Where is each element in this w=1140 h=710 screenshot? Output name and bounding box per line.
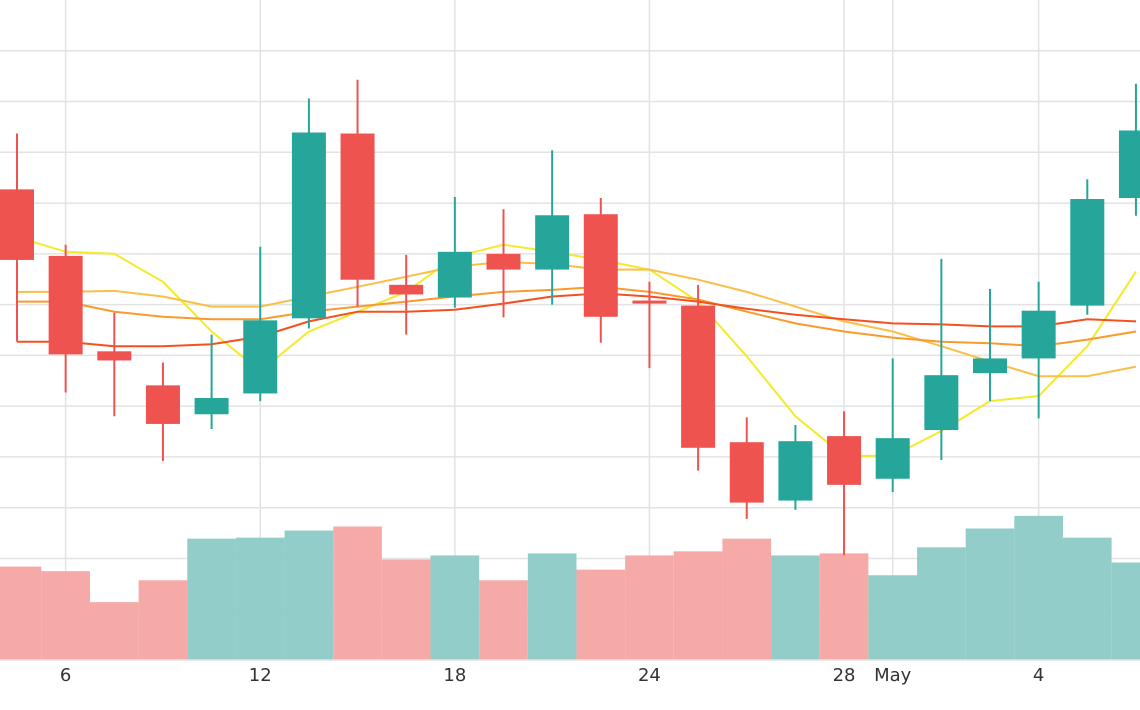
volume-bar bbox=[0, 566, 42, 660]
volume-bar bbox=[381, 559, 431, 660]
candle-body bbox=[1021, 310, 1056, 359]
volume-bar bbox=[625, 555, 674, 660]
volume-bar bbox=[89, 602, 139, 660]
moving-average-layer bbox=[16, 236, 1137, 457]
candle-body bbox=[437, 251, 472, 298]
candle-body bbox=[243, 320, 278, 394]
moving-average-line bbox=[17, 285, 1137, 348]
volume-bar bbox=[917, 547, 966, 660]
volume-bar bbox=[673, 551, 723, 660]
volume-bar bbox=[479, 580, 528, 660]
candle-body bbox=[583, 214, 618, 317]
candle-body bbox=[973, 358, 1007, 374]
volume-bar bbox=[722, 538, 772, 660]
volume-bar bbox=[430, 555, 480, 660]
moving-average-line bbox=[16, 236, 1137, 457]
candle-body bbox=[97, 351, 132, 361]
volume-bar bbox=[965, 528, 1015, 660]
volume-bar bbox=[138, 580, 188, 660]
volume-bar bbox=[527, 553, 577, 660]
x-axis: 6 12 18 24 28 May 4 bbox=[0, 659, 1140, 686]
x-tick-label: 6 bbox=[60, 665, 71, 686]
moving-average-line bbox=[17, 260, 1137, 378]
candle-body bbox=[632, 300, 667, 304]
x-tick-label: 24 bbox=[638, 665, 661, 686]
candle-body bbox=[729, 442, 764, 503]
volume-bar bbox=[868, 575, 918, 660]
candle-body bbox=[924, 375, 959, 431]
candle-layer bbox=[0, 79, 1140, 556]
candle-body bbox=[486, 253, 521, 270]
volume-bar bbox=[1014, 515, 1063, 660]
candle-body bbox=[389, 284, 424, 295]
candle-body bbox=[194, 398, 229, 415]
volume-bar bbox=[771, 555, 820, 660]
x-tick-label: 12 bbox=[249, 665, 272, 686]
volume-bar bbox=[333, 526, 382, 660]
x-tick-label: May bbox=[874, 665, 912, 686]
candle-body bbox=[48, 255, 83, 355]
x-tick-label: 18 bbox=[443, 665, 466, 686]
volume-bar bbox=[1062, 537, 1112, 660]
volume-bar bbox=[1111, 562, 1140, 660]
candle-body bbox=[1070, 199, 1105, 306]
candle-body bbox=[291, 132, 326, 319]
candle-body bbox=[145, 385, 180, 424]
candle-body bbox=[535, 215, 570, 270]
candle-body bbox=[1118, 130, 1140, 198]
candle-body bbox=[340, 133, 375, 280]
candle-body bbox=[778, 441, 813, 501]
volume-bar bbox=[187, 538, 236, 660]
candle-body bbox=[681, 305, 716, 448]
volume-bar bbox=[576, 569, 626, 660]
moving-average-line bbox=[17, 292, 1137, 348]
volume-bar bbox=[235, 537, 285, 660]
x-tick-label: 28 bbox=[833, 665, 856, 686]
x-tick-label: 4 bbox=[1033, 665, 1044, 686]
volume-bar bbox=[819, 553, 869, 660]
candle-body bbox=[0, 189, 34, 260]
candle-body bbox=[827, 436, 862, 485]
candle-body bbox=[875, 438, 910, 479]
volume-bar bbox=[41, 571, 90, 660]
volume-bar bbox=[284, 530, 334, 660]
volume-layer bbox=[0, 515, 1140, 660]
